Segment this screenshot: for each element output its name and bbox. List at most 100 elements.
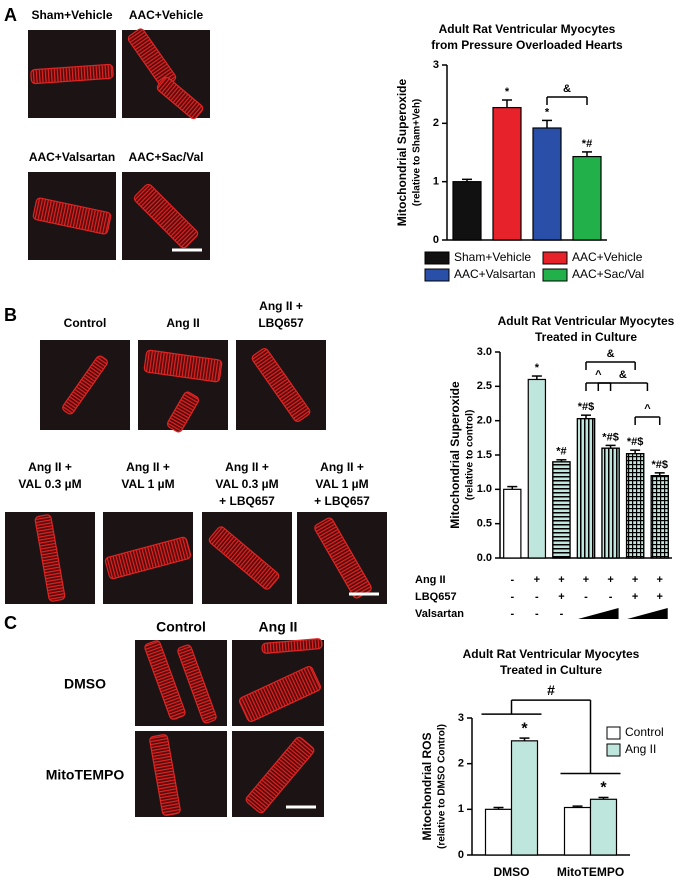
image-caption: LBQ657 [258, 316, 304, 330]
legend-label: Sham+Vehicle [454, 250, 531, 264]
bar [452, 181, 482, 241]
y-tick-label: 1 [433, 176, 439, 188]
significance-marker: *#$ [578, 401, 595, 413]
y-axis-label: (relative to Sham+Veh) [412, 99, 423, 207]
significance-marker: *#$ [627, 436, 644, 448]
bracket-label: # [547, 682, 555, 698]
myocyte [144, 640, 186, 720]
bracket-label: ^ [644, 403, 651, 415]
y-tick-label: 0.0 [477, 552, 492, 564]
legend-swatch [424, 251, 450, 265]
significance-marker: * [600, 780, 607, 797]
myocyte [208, 526, 280, 590]
y-tick-label: 2 [458, 758, 464, 770]
treatment-name: Ang II [415, 574, 446, 586]
y-tick-label: 3 [458, 712, 464, 724]
y-tick-label: 1.0 [477, 483, 492, 495]
legend-label: Ang II [625, 742, 656, 756]
myocyte [34, 514, 66, 602]
myocyte [156, 76, 204, 120]
legend-swatch [606, 726, 621, 740]
bar [527, 378, 547, 559]
y-tick-label: 0 [433, 234, 439, 246]
column-label: Control [156, 619, 206, 635]
legend-swatch [542, 268, 568, 282]
myocyte [104, 536, 192, 580]
myocyte [261, 638, 323, 654]
chart-title: Adult Rat Ventricular Myocytes [463, 647, 640, 661]
legend-swatch [542, 251, 568, 265]
significance-marker: * [535, 362, 540, 374]
bracket-label: & [563, 83, 571, 95]
treatment-sign: + [583, 574, 589, 586]
treatment-sign: - [510, 574, 514, 586]
bar [484, 808, 513, 856]
image-caption: Ang II + [126, 460, 170, 474]
significance-marker: * [505, 86, 510, 98]
y-tick-label: 2.0 [477, 415, 492, 427]
panel-label: B [4, 305, 17, 325]
myocyte [166, 391, 200, 433]
y-tick-label: 3 [433, 59, 439, 71]
y-axis-label: (relative to control) [465, 410, 476, 501]
chart-title: from Pressure Overloaded Hearts [431, 38, 623, 52]
treatment-sign: + [656, 591, 662, 603]
treatment-name: Valsartan [415, 608, 464, 620]
treatment-sign: - [510, 591, 514, 603]
legend-label: AAC+Valsartan [454, 267, 536, 281]
bar-pattern [601, 447, 620, 559]
treatment-name: LBQ657 [415, 591, 457, 603]
treatment-sign: - [609, 591, 613, 603]
column-label: Ang II [259, 619, 298, 635]
myocyte [143, 349, 223, 383]
bracket-label: & [619, 369, 627, 381]
bar [492, 106, 522, 241]
significance-marker: *#$ [651, 459, 668, 471]
y-axis-label: Mitochondrial ROS [420, 733, 434, 841]
image-caption: AAC+Sac/Val [128, 150, 203, 164]
dose-wedge [578, 608, 619, 619]
x-tick-label: MitoTEMPO [557, 865, 624, 879]
chart-title: Adult Rat Ventricular Myocytes [439, 22, 616, 36]
bar [510, 740, 539, 856]
row-label: DMSO [64, 676, 106, 692]
bar [503, 488, 522, 559]
significance-marker: *# [582, 138, 592, 150]
image-caption: VAL 0.3 µM [215, 477, 278, 491]
legend-swatch [424, 268, 450, 282]
y-axis-label: (relative to DMSO Control) [437, 724, 448, 849]
image-caption: VAL 1 µM [121, 477, 174, 491]
bar [563, 806, 592, 856]
legend-label: AAC+Vehicle [572, 250, 643, 264]
myocyte [32, 197, 112, 235]
image-caption: Ang II + [28, 460, 72, 474]
y-tick-label: 1.5 [477, 449, 492, 461]
image-caption: Sham+Vehicle [31, 8, 112, 22]
y-tick-label: 3.0 [477, 346, 492, 358]
myocyte [251, 348, 311, 422]
image-caption: Ang II + [320, 460, 364, 474]
image-caption: Ang II + [225, 460, 269, 474]
myocyte [177, 644, 217, 724]
y-tick-label: 2 [433, 117, 439, 129]
myocyte [245, 736, 315, 814]
y-axis-label: Mitochondrial Superoxide [395, 79, 409, 227]
y-tick-label: 0.5 [477, 518, 492, 530]
legend-label: Control [625, 725, 664, 739]
dose-wedge [627, 608, 668, 619]
treatment-sign: - [510, 608, 514, 620]
bracket-label: ^ [595, 369, 602, 381]
y-tick-label: 1 [458, 803, 464, 815]
myocyte [133, 183, 199, 249]
chart-title: Adult Rat Ventricular Myocytes [498, 314, 675, 328]
chart-title: Treated in Culture [500, 663, 602, 677]
bar [589, 798, 618, 856]
legend-label: AAC+Sac/Val [572, 267, 644, 281]
legend-swatch [606, 743, 621, 757]
image-caption: Ang II [166, 316, 199, 330]
image-caption: Ang II + [259, 299, 303, 313]
x-tick-label: DMSO [494, 865, 530, 879]
y-axis-label: Mitochondrial Superoxide [448, 381, 462, 529]
myocyte [149, 734, 181, 816]
image-caption: VAL 1 µM [315, 477, 368, 491]
